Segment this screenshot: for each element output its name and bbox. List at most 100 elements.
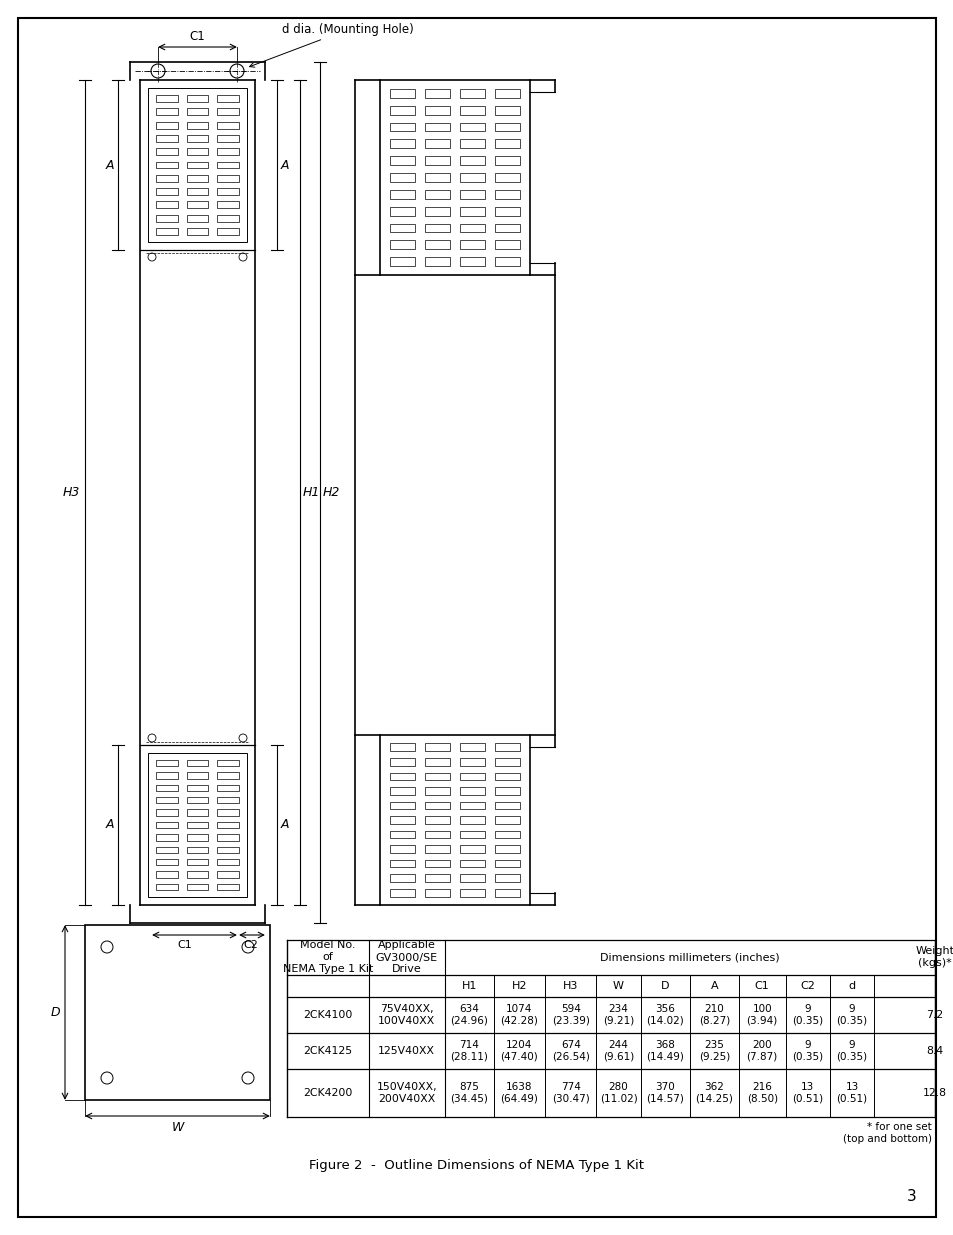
Text: 8.4: 8.4	[925, 1046, 943, 1056]
Text: A: A	[106, 158, 113, 172]
Bar	[156, 175, 178, 182]
Text: C1: C1	[177, 940, 192, 950]
Text: A: A	[106, 819, 113, 831]
Text: d: d	[847, 981, 855, 990]
Bar	[156, 188, 178, 195]
Bar	[216, 135, 238, 142]
Bar	[495, 816, 519, 824]
Bar	[187, 188, 208, 195]
Bar	[390, 157, 415, 165]
Text: 9
(0.35): 9 (0.35)	[791, 1040, 822, 1062]
Bar	[459, 173, 484, 182]
Bar	[390, 89, 415, 98]
Text: 9
(0.35): 9 (0.35)	[836, 1004, 867, 1026]
Bar	[424, 758, 450, 766]
Bar	[424, 206, 450, 216]
Bar	[390, 190, 415, 199]
Bar	[390, 802, 415, 809]
Text: Figure 2  -  Outline Dimensions of NEMA Type 1 Kit: Figure 2 - Outline Dimensions of NEMA Ty…	[309, 1158, 644, 1172]
Bar	[495, 758, 519, 766]
Bar	[495, 122, 519, 131]
Bar	[495, 787, 519, 794]
Bar	[390, 743, 415, 751]
Bar	[216, 821, 238, 829]
Bar	[459, 889, 484, 897]
Text: 125V40XX: 125V40XX	[377, 1046, 435, 1056]
Text: W: W	[613, 981, 623, 990]
Bar	[459, 257, 484, 266]
Bar	[390, 257, 415, 266]
Bar	[379, 80, 530, 275]
Bar	[459, 106, 484, 115]
Bar	[459, 140, 484, 148]
Bar	[495, 845, 519, 853]
Bar	[216, 201, 238, 209]
Text: 2CK4125: 2CK4125	[303, 1046, 352, 1056]
Text: 210
(8.27): 210 (8.27)	[698, 1004, 729, 1026]
Text: 75V40XX,
100V40XX: 75V40XX, 100V40XX	[377, 1004, 435, 1026]
Text: 234
(9.21): 234 (9.21)	[602, 1004, 634, 1026]
Bar	[495, 860, 519, 867]
Bar	[459, 787, 484, 794]
Bar	[424, 173, 450, 182]
Text: 362
(14.25): 362 (14.25)	[695, 1082, 733, 1104]
Bar	[187, 175, 208, 182]
Bar	[424, 816, 450, 824]
Bar	[424, 190, 450, 199]
Bar	[156, 772, 178, 779]
Bar	[156, 797, 178, 804]
Text: 594
(23.39): 594 (23.39)	[551, 1004, 589, 1026]
Bar	[424, 157, 450, 165]
Bar	[495, 106, 519, 115]
Bar	[390, 889, 415, 897]
Bar	[495, 173, 519, 182]
Text: 200
(7.87): 200 (7.87)	[746, 1040, 777, 1062]
Text: 216
(8.50): 216 (8.50)	[746, 1082, 777, 1104]
Text: A: A	[281, 819, 289, 831]
Text: 875
(34.45): 875 (34.45)	[450, 1082, 488, 1104]
Bar	[156, 821, 178, 829]
Text: 368
(14.49): 368 (14.49)	[646, 1040, 683, 1062]
Text: Weight
(kgs)*: Weight (kgs)*	[915, 946, 953, 968]
Bar	[156, 883, 178, 890]
Text: H2: H2	[511, 981, 527, 990]
Bar	[187, 784, 208, 792]
Bar	[156, 760, 178, 767]
Bar	[187, 834, 208, 841]
Bar	[424, 241, 450, 249]
Text: W: W	[172, 1121, 184, 1134]
Bar	[216, 188, 238, 195]
Bar	[187, 883, 208, 890]
Text: C2: C2	[243, 940, 258, 950]
Bar	[156, 871, 178, 878]
Bar	[390, 860, 415, 867]
Bar	[495, 889, 519, 897]
Text: C1: C1	[754, 981, 769, 990]
Bar	[459, 874, 484, 882]
Text: D: D	[51, 1007, 60, 1019]
Text: 634
(24.96): 634 (24.96)	[450, 1004, 488, 1026]
Bar	[390, 241, 415, 249]
Bar	[216, 871, 238, 878]
Text: 3: 3	[906, 1189, 916, 1204]
Bar	[216, 797, 238, 804]
Bar	[424, 845, 450, 853]
Bar	[216, 883, 238, 890]
Bar	[187, 821, 208, 829]
Bar	[390, 122, 415, 131]
Bar	[495, 190, 519, 199]
Text: H1: H1	[303, 487, 320, 499]
Bar	[459, 122, 484, 131]
Bar	[459, 190, 484, 199]
Bar	[187, 215, 208, 221]
Text: A: A	[710, 981, 718, 990]
Bar	[495, 802, 519, 809]
Bar	[459, 743, 484, 751]
Text: A: A	[281, 158, 289, 172]
Bar	[390, 787, 415, 794]
Bar	[424, 743, 450, 751]
Bar	[459, 758, 484, 766]
Bar	[156, 784, 178, 792]
Bar	[216, 858, 238, 866]
Bar	[156, 834, 178, 841]
